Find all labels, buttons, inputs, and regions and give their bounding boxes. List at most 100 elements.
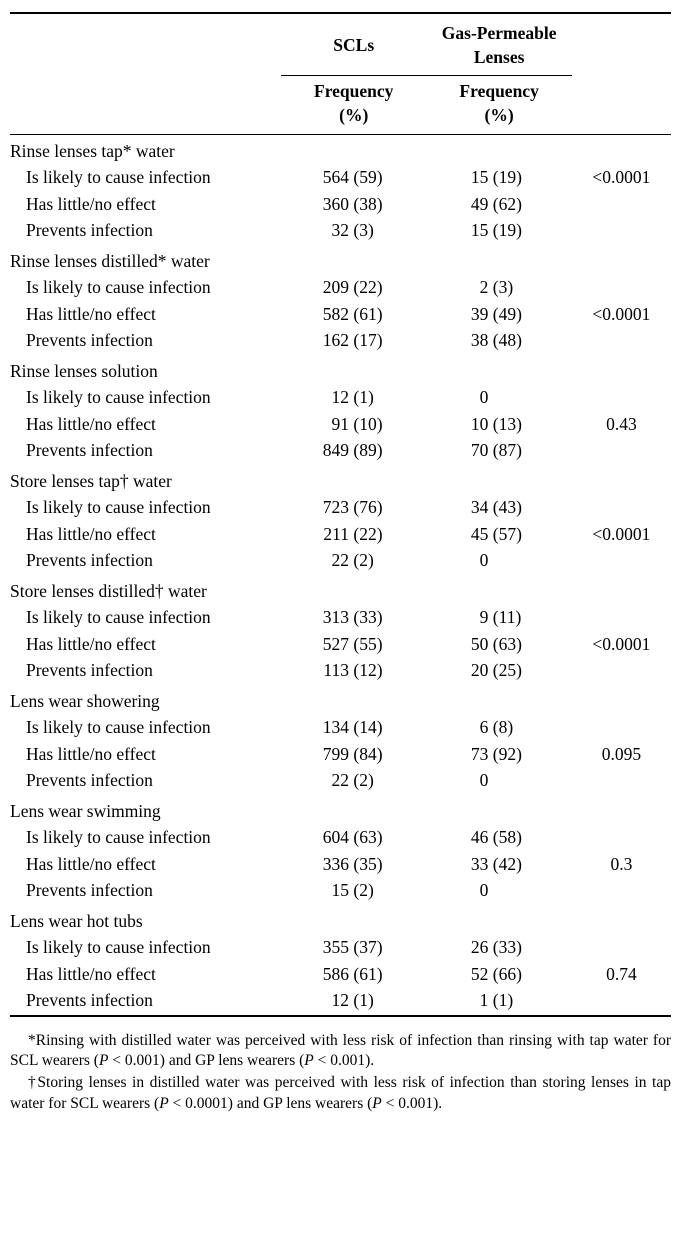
value-cell: 50 (63): [426, 631, 571, 658]
row-label: Is likely to cause infection: [10, 495, 281, 522]
group-title: Rinse lenses solution: [10, 355, 671, 385]
table-body: Rinse lenses tap* waterIs likely to caus…: [10, 134, 671, 1016]
footnote-text: < 0.001) and GP lens wearers (: [108, 1052, 304, 1069]
value-cell: 38 (48): [426, 328, 571, 355]
col-sub-scl-line2: (%): [281, 104, 426, 128]
p-value: [572, 605, 671, 632]
row-label: Has little/no effect: [10, 191, 281, 218]
col-sub-gp-line2: (%): [426, 104, 571, 128]
value-cell: 46 (58): [426, 825, 571, 852]
table-row: Is likely to cause infection564 (59)15 (…: [10, 165, 671, 192]
value-cell: 22 (2): [281, 548, 426, 575]
p-value: [572, 438, 671, 465]
table-row: Prevents infection162 (17)38 (48): [10, 328, 671, 355]
value-cell: 12 (1): [281, 988, 426, 1016]
table-row: Prevents infection22 (2)0: [10, 768, 671, 795]
value-cell: 6 (8): [426, 715, 571, 742]
p-value: [572, 715, 671, 742]
table-row: Prevents infection15 (2)0: [10, 878, 671, 905]
table-row: Prevents infection32 (3)15 (19): [10, 218, 671, 245]
table-row: Is likely to cause infection723 (76)34 (…: [10, 495, 671, 522]
row-label: Prevents infection: [10, 438, 281, 465]
footnote-text: < 0.001).: [314, 1052, 374, 1069]
p-value: [572, 548, 671, 575]
group-title: Rinse lenses distilled* water: [10, 245, 671, 275]
value-cell: 15 (19): [426, 218, 571, 245]
row-label: Has little/no effect: [10, 741, 281, 768]
value-cell: 2 (3): [426, 275, 571, 302]
table-row: Is likely to cause infection355 (37)26 (…: [10, 935, 671, 962]
col-sub-gp-line1: Frequency: [426, 80, 571, 104]
value-cell: 52 (66): [426, 961, 571, 988]
row-label: Prevents infection: [10, 768, 281, 795]
p-value: <0.0001: [572, 301, 671, 328]
row-label: Is likely to cause infection: [10, 715, 281, 742]
value-cell: 45 (57): [426, 521, 571, 548]
value-cell: 355 (37): [281, 935, 426, 962]
table-row: Is likely to cause infection134 (14)6 (8…: [10, 715, 671, 742]
value-cell: 33 (42): [426, 851, 571, 878]
value-cell: 799 (84): [281, 741, 426, 768]
table-row: Has little/no effect360 (38)49 (62): [10, 191, 671, 218]
table-row: Is likely to cause infection313 (33)9 (1…: [10, 605, 671, 632]
table-row: Prevents infection113 (12)20 (25): [10, 658, 671, 685]
row-label: Has little/no effect: [10, 631, 281, 658]
group-title: Store lenses tap† water: [10, 465, 671, 495]
p-value: [572, 328, 671, 355]
col-sub-gp: Frequency (%): [426, 76, 571, 134]
value-cell: 162 (17): [281, 328, 426, 355]
row-label: Prevents infection: [10, 988, 281, 1016]
table-row: Has little/no effect582 (61)39 (49)<0.00…: [10, 301, 671, 328]
row-label: Is likely to cause infection: [10, 935, 281, 962]
value-cell: 113 (12): [281, 658, 426, 685]
p-italic: P: [372, 1095, 381, 1112]
footnote-text: < 0.001).: [382, 1095, 442, 1112]
value-cell: 22 (2): [281, 768, 426, 795]
value-cell: 0: [426, 385, 571, 412]
row-label: Is likely to cause infection: [10, 385, 281, 412]
value-cell: 73 (92): [426, 741, 571, 768]
group-title: Lens wear swimming: [10, 795, 671, 825]
p-value: [572, 768, 671, 795]
value-cell: 360 (38): [281, 191, 426, 218]
table-head: SCLs Gas-Permeable Lenses Frequency (%) …: [10, 13, 671, 134]
p-value: [572, 988, 671, 1016]
row-label: Is likely to cause infection: [10, 275, 281, 302]
value-cell: 582 (61): [281, 301, 426, 328]
row-label: Is likely to cause infection: [10, 605, 281, 632]
col-group-gp: Gas-Permeable Lenses: [426, 13, 571, 76]
p-value: [572, 218, 671, 245]
row-label: Is likely to cause infection: [10, 825, 281, 852]
row-label: Prevents infection: [10, 548, 281, 575]
p-value: [572, 275, 671, 302]
row-label: Prevents infection: [10, 878, 281, 905]
p-italic: P: [99, 1052, 108, 1069]
group-title: Store lenses distilled† water: [10, 575, 671, 605]
p-italic: P: [159, 1095, 168, 1112]
table-row: Prevents infection849 (89)70 (87): [10, 438, 671, 465]
value-cell: 34 (43): [426, 495, 571, 522]
col-group-scl: SCLs: [281, 13, 426, 76]
value-cell: 527 (55): [281, 631, 426, 658]
footnotes: *Rinsing with distilled water was percei…: [10, 1031, 671, 1115]
value-cell: 134 (14): [281, 715, 426, 742]
table-page: SCLs Gas-Permeable Lenses Frequency (%) …: [0, 0, 681, 1134]
table-row: Has little/no effect336 (35)33 (42)0.3: [10, 851, 671, 878]
row-label: Is likely to cause infection: [10, 165, 281, 192]
p-value: [572, 878, 671, 905]
p-value: 0.43: [572, 411, 671, 438]
p-value: [572, 658, 671, 685]
value-cell: 211 (22): [281, 521, 426, 548]
p-italic: P: [304, 1052, 313, 1069]
value-cell: 0: [426, 548, 571, 575]
table-row: Is likely to cause infection604 (63)46 (…: [10, 825, 671, 852]
p-value: <0.0001: [572, 165, 671, 192]
group-title: Lens wear hot tubs: [10, 905, 671, 935]
p-value: [572, 825, 671, 852]
p-value: <0.0001: [572, 631, 671, 658]
footnote-text: < 0.0001) and GP lens wearers (: [169, 1095, 373, 1112]
table-row: Is likely to cause infection12 (1)0: [10, 385, 671, 412]
table-row: Prevents infection12 (1)1 (1): [10, 988, 671, 1016]
value-cell: 9 (11): [426, 605, 571, 632]
table-row: Has little/no effect586 (61)52 (66)0.74: [10, 961, 671, 988]
